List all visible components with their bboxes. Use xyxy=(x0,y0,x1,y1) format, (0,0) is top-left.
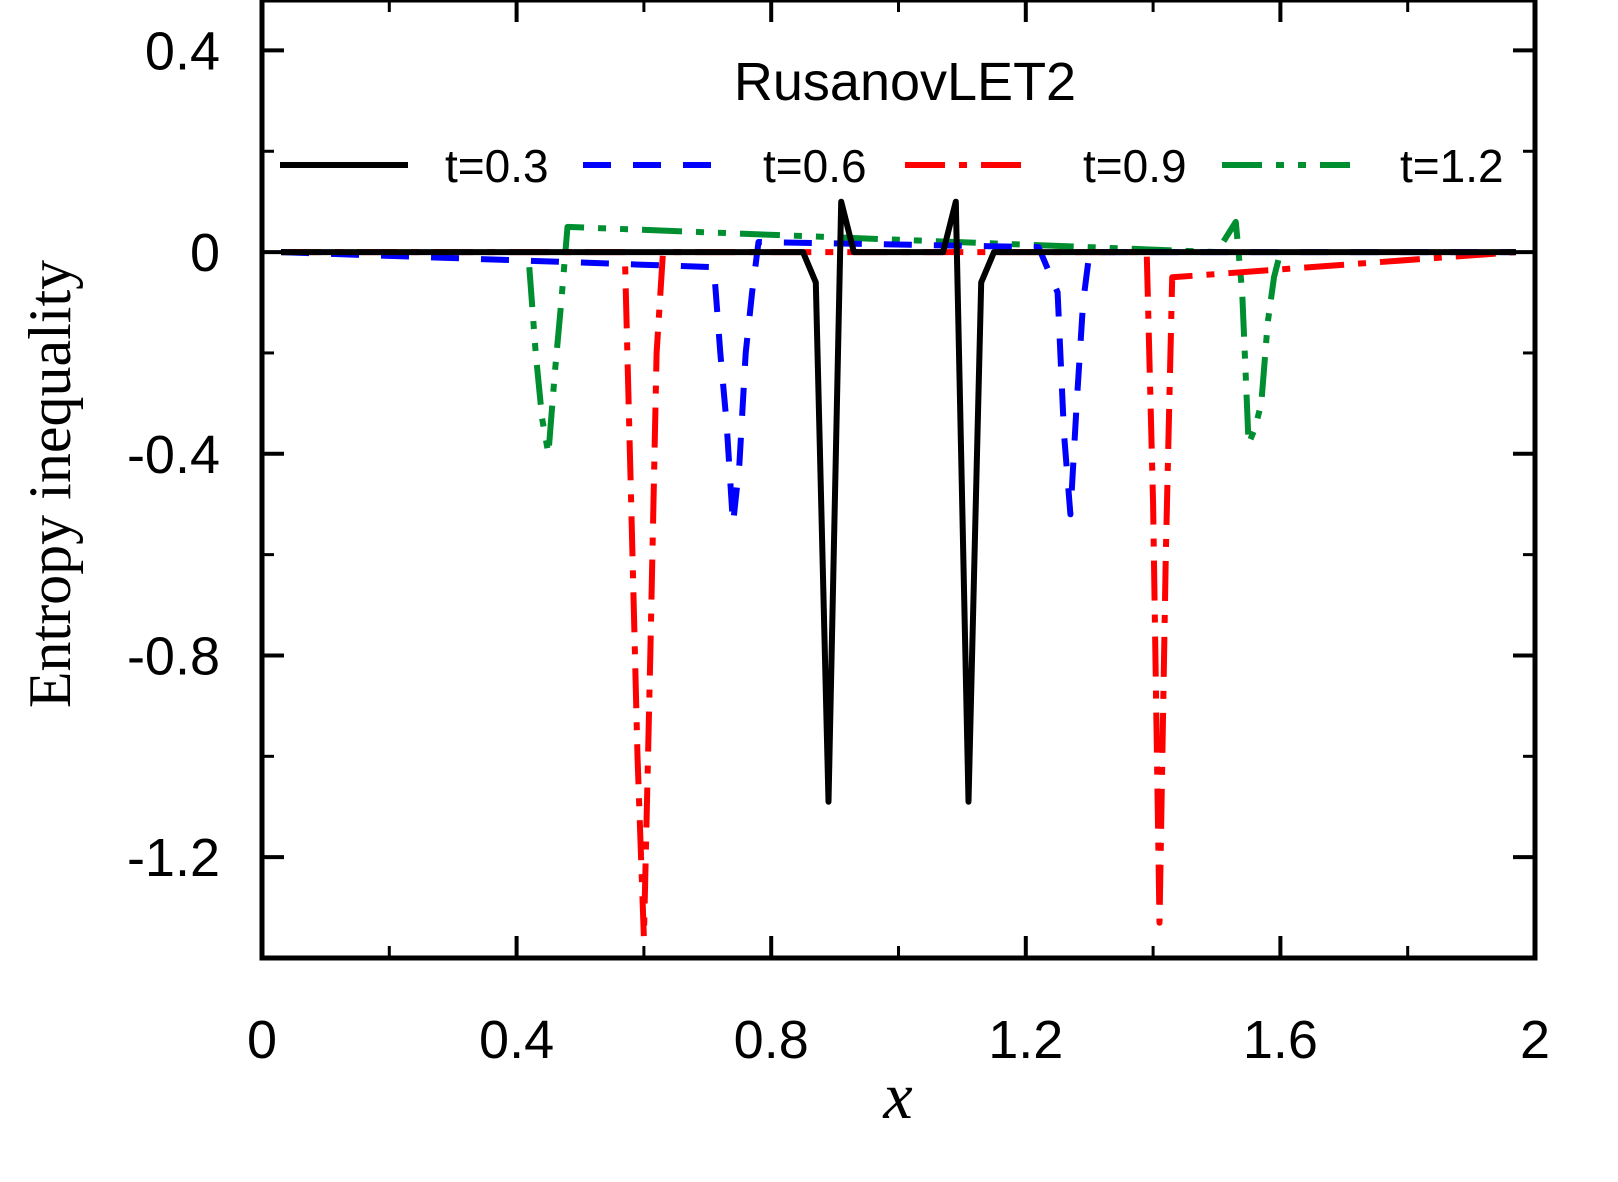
y-tick-label: -1.2 xyxy=(127,828,220,888)
series-line-t=0.9 xyxy=(281,249,1517,941)
series-line-t=1.2 xyxy=(526,218,1284,457)
x-tick-label: 1.2 xyxy=(988,1010,1063,1070)
x-tick-label: 0.8 xyxy=(734,1010,809,1070)
legend-label: t=0.9 xyxy=(1083,140,1187,192)
y-tick-label: 0 xyxy=(190,223,220,283)
x-tick-label: 1.6 xyxy=(1243,1010,1318,1070)
x-tick-label: 0.4 xyxy=(479,1010,554,1070)
legend-label: t=1.2 xyxy=(1400,140,1504,192)
plot-frame xyxy=(259,0,1538,961)
y-tick-label: 0.4 xyxy=(145,21,220,81)
tick-labels: 0.4 0 -0.4 -0.8 -1.2 0 0.4 0.8 1.2 1.6 2 xyxy=(127,21,1550,1070)
legend-label: t=0.3 xyxy=(445,140,549,192)
x-tick-label: 2 xyxy=(1520,1010,1550,1070)
legend-label: t=0.6 xyxy=(763,140,867,192)
y-tick-label: -0.8 xyxy=(127,626,220,686)
series-line-t=0.3 xyxy=(281,198,1516,805)
x-axis-title: x xyxy=(882,1060,912,1133)
x-tick-label: 0 xyxy=(247,1010,277,1070)
plot-lines xyxy=(280,198,1517,941)
y-tick-label: -0.4 xyxy=(127,425,220,485)
legend: t=0.3 t=0.6 t=0.9 t=1.2 xyxy=(280,140,1504,192)
y-axis-title: Entropy inequality xyxy=(17,260,83,708)
chart-annotation: RusanovLET2 xyxy=(734,52,1076,112)
series-line-t=0.6 xyxy=(280,239,1516,528)
